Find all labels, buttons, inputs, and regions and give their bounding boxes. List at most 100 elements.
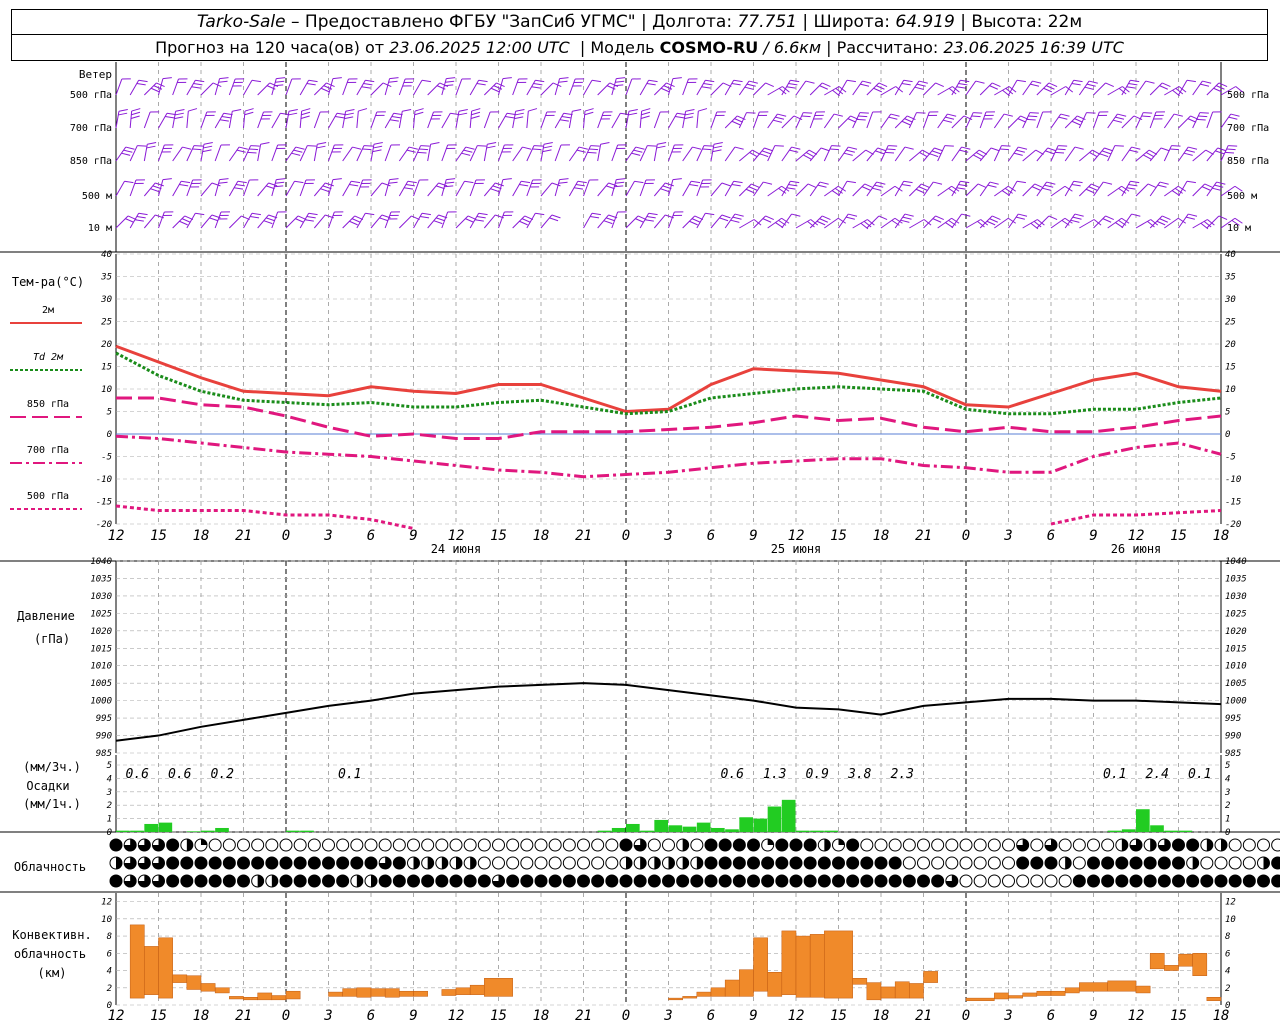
- cloud-symbol: [180, 838, 194, 852]
- wind-barb-feather: [1131, 146, 1141, 150]
- wind-barb: [823, 145, 841, 162]
- wind-barb: [398, 180, 417, 197]
- wind-barb: [469, 79, 488, 96]
- cloud-symbol: [1228, 856, 1242, 870]
- wind-barb-staff: [668, 211, 675, 229]
- wind-barb-feather: [446, 178, 456, 181]
- convective-bar: [1022, 992, 1038, 997]
- cloud-symbol: [662, 874, 675, 888]
- wind-barb-staff: [951, 115, 965, 129]
- wind-barb-staff: [993, 113, 1005, 129]
- cloud-symbol: [1186, 856, 1200, 870]
- cloud-symbol: [973, 856, 987, 870]
- cloud-circle: [222, 874, 236, 888]
- wind-barb-feather: [1044, 184, 1054, 188]
- wind-barb-feather: [646, 83, 656, 86]
- cloud-circle: [931, 874, 945, 888]
- wind-barb-staff: [469, 111, 473, 129]
- cloud-symbol: [520, 856, 534, 870]
- wind-barb: [413, 108, 424, 129]
- cloud-circle: [1242, 838, 1256, 852]
- wind-barb-feather: [543, 142, 553, 145]
- cloud-circle: [902, 874, 916, 888]
- wind-barb: [1022, 183, 1044, 197]
- wind-barb-staff: [1192, 219, 1208, 229]
- cloud-symbol: [109, 856, 123, 870]
- wind-barb-feather: [179, 220, 188, 226]
- wind-barb-staff: [483, 144, 488, 162]
- wind-barb: [809, 215, 831, 229]
- wind-barb: [214, 77, 229, 96]
- wind-barb-feather: [288, 109, 298, 112]
- wind-barb-feather: [344, 116, 354, 120]
- wind-barb: [625, 180, 644, 197]
- wind-title: Ветер: [79, 68, 112, 81]
- cloud-fill: [427, 857, 434, 869]
- y-tick-left: -15: [96, 498, 112, 508]
- wind-barb-feather: [478, 212, 488, 216]
- wind-barb-staff: [356, 213, 366, 229]
- wind-barb-staff: [1093, 181, 1104, 197]
- wind-barb: [257, 142, 270, 162]
- wind-barb: [852, 80, 872, 96]
- y-tick-right: 1: [1225, 815, 1230, 825]
- wind-barb-staff: [951, 213, 962, 229]
- wind-barb: [1206, 82, 1228, 96]
- wind-barb-feather: [251, 212, 261, 216]
- y-tick-right: 0: [1225, 430, 1230, 440]
- wind-barb-feather: [332, 178, 342, 181]
- wind-barb-feather: [486, 145, 496, 149]
- wind-barb: [483, 142, 497, 162]
- wind-barb-staff: [356, 80, 366, 96]
- wind-barb-feather: [606, 185, 615, 190]
- wind-barb: [738, 80, 758, 96]
- cloud-symbol: [251, 856, 265, 870]
- wind-barb-feather: [1188, 213, 1198, 217]
- wind-barb: [994, 185, 1017, 197]
- wind-barb-feather: [519, 184, 529, 187]
- wind-barb-staff: [512, 181, 522, 197]
- cloud-symbol: [180, 874, 194, 888]
- lon-label: Долгота:: [652, 12, 733, 32]
- wind-barb-feather: [584, 111, 594, 116]
- wind-barb-feather: [249, 148, 259, 151]
- wind-barb-feather: [1160, 147, 1170, 152]
- cloud-symbol: [761, 838, 775, 852]
- convective-bar: [144, 946, 159, 995]
- wind-barb: [951, 146, 971, 162]
- wind-barb-feather: [1130, 180, 1140, 184]
- wind-level-right: 850 гПа: [1227, 156, 1269, 167]
- cloud-symbol: [817, 856, 831, 870]
- wind-barb-feather: [1113, 119, 1122, 123]
- y-tick-left: 990: [96, 732, 112, 742]
- wind-barb-staff: [866, 181, 877, 197]
- wind-barb: [1093, 181, 1113, 197]
- wind-barb-staff: [852, 219, 868, 229]
- wind-barb-staff: [299, 145, 308, 162]
- wind-barb-feather: [734, 213, 744, 217]
- wind-barb-feather: [773, 119, 782, 123]
- cloud-circle: [973, 856, 987, 870]
- cloud-circle: [392, 856, 406, 870]
- wind-barb-feather: [381, 182, 391, 187]
- wind-barb-feather: [487, 142, 497, 145]
- wind-barb-feather: [1034, 183, 1044, 189]
- wind-barb-staff: [158, 179, 164, 197]
- cloud-circle: [747, 856, 760, 870]
- wind-barb-staff: [455, 181, 465, 197]
- wind-level-right: 500 гПа: [1227, 90, 1269, 101]
- cloud-circle: [534, 874, 548, 888]
- wind-barb: [838, 146, 858, 162]
- wind-barb-feather: [572, 109, 582, 112]
- cloud-symbol: [562, 838, 576, 852]
- wind-barb: [243, 212, 261, 229]
- wind-barb-feather: [876, 181, 886, 185]
- wind-barb-feather: [1173, 113, 1183, 117]
- wind-barb-staff: [583, 179, 590, 197]
- cloud-symbol: [605, 838, 619, 852]
- wind-barb-feather: [831, 145, 841, 147]
- wind-barb-feather: [438, 182, 448, 187]
- wind-barb-feather: [123, 149, 133, 153]
- cloud-circle: [605, 856, 619, 870]
